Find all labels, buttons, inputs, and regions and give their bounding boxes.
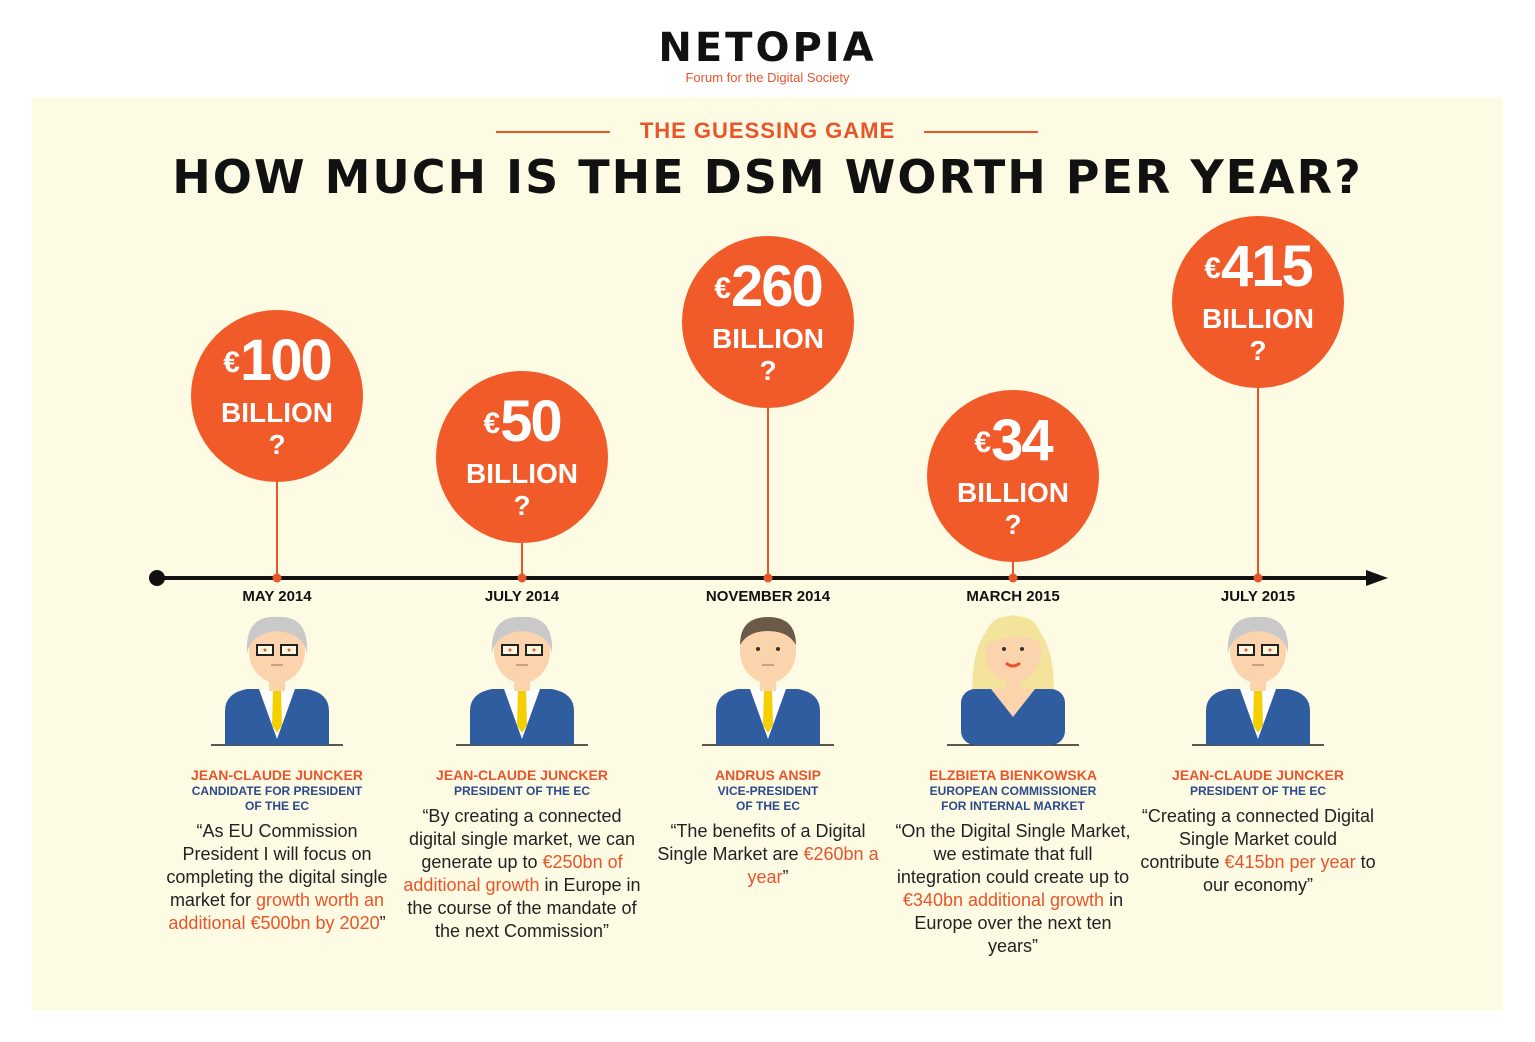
bubble-question: ? — [759, 355, 777, 386]
speaker-role-line1: EUROPEAN COMMISSIONER — [929, 784, 1097, 798]
man-brown-hair-icon — [702, 617, 834, 746]
timeline-arrow-icon — [1366, 570, 1388, 586]
currency-symbol: € — [483, 407, 500, 440]
quote-highlight: €250bn of additional growth — [403, 852, 623, 895]
woman-blonde-icon — [947, 615, 1079, 746]
bubble-unit: BILLION — [466, 458, 578, 489]
bubble-unit: BILLION — [957, 477, 1069, 508]
speaker-role-line2: FOR INTERNAL MARKET — [941, 799, 1085, 813]
speaker-block: JEAN-CLAUDE JUNCKER CANDIDATE FOR PRESID… — [157, 766, 397, 935]
value-bubble: €415 BILLION ? — [1172, 216, 1344, 388]
speaker-block: JEAN-CLAUDE JUNCKER PRESIDENT OF THE EC … — [1138, 766, 1378, 897]
quote-highlight: €340bn additional growth — [902, 890, 1105, 910]
timeline-dot — [763, 573, 773, 583]
speaker-role-line1: PRESIDENT OF THE EC — [1189, 784, 1326, 798]
speaker-block: ELZBIETA BIENKOWSKA EUROPEAN COMMISSIONE… — [893, 766, 1133, 958]
timeline-start-dot — [149, 570, 165, 586]
quote-highlight: €260bn a year — [747, 844, 879, 887]
speaker-role-line1: PRESIDENT OF THE EC — [453, 784, 590, 798]
speaker-quote: “By creating a connected digital single … — [402, 805, 642, 943]
kicker-wrap: THE GUESSING GAME — [0, 118, 1535, 144]
bubble-unit: BILLION — [221, 397, 333, 428]
currency-symbol: € — [1204, 252, 1221, 285]
timeline-dot — [272, 573, 282, 583]
kicker: THE GUESSING GAME — [639, 118, 896, 143]
speaker-role-line2: OF THE EC — [735, 799, 800, 813]
quote-tail: in Europe in the course of the mandate o… — [407, 875, 641, 941]
bubble-amount: €415 — [1172, 238, 1344, 298]
quote-tail: ” — [782, 867, 789, 887]
event-date: MARCH 2015 — [966, 588, 1060, 605]
quote-tail: ” — [379, 913, 386, 933]
bubble-amount: €50 — [436, 393, 608, 453]
speaker-block: ANDRUS ANSIP VICE-PRESIDENT OF THE EC “T… — [648, 766, 888, 889]
speaker-quote: “On the Digital Single Market, we estima… — [893, 820, 1133, 958]
amount-value: 415 — [1220, 234, 1314, 299]
amount-value: 100 — [239, 328, 333, 393]
bubble-amount: €260 — [682, 258, 854, 318]
quote-tail: to our economy” — [1202, 852, 1376, 895]
bubble-question: ? — [513, 490, 531, 521]
bubble-question: ? — [1249, 335, 1267, 366]
bubble-amount: €34 — [927, 412, 1099, 472]
speaker-block: JEAN-CLAUDE JUNCKER PRESIDENT OF THE EC … — [402, 766, 642, 943]
value-bubble: €100 BILLION ? — [191, 310, 363, 482]
currency-symbol: € — [223, 346, 240, 379]
bubble-question: ? — [268, 429, 286, 460]
quote-highlight: growth worth an additional €500bn by 202… — [168, 890, 385, 933]
speaker-role-line1: VICE-PRESIDENT — [717, 784, 819, 798]
amount-value: 260 — [730, 254, 824, 319]
speaker-quote: “Creating a connected Digital Single Mar… — [1138, 805, 1378, 897]
timeline-dot — [1253, 573, 1263, 583]
speaker-role-line1: CANDIDATE FOR PRESIDENT — [191, 784, 363, 798]
bubble-unit: BILLION — [712, 323, 824, 354]
quote-highlight: €415bn per year — [1224, 852, 1356, 872]
value-bubble: €260 BILLION ? — [682, 236, 854, 408]
speaker-role-line2: OF THE EC — [244, 799, 309, 813]
man-grey-glasses-icon — [1192, 616, 1324, 746]
quote-tail: in Europe over the next ten years” — [914, 890, 1124, 956]
event-date: NOVEMBER 2014 — [705, 588, 831, 605]
speaker-name: ELZBIETA BIENKOWSKA — [929, 767, 1097, 783]
kicker-rule-right — [924, 131, 1038, 133]
event-date: JULY 2014 — [484, 588, 560, 605]
man-grey-glasses-icon — [456, 616, 588, 746]
amount-value: 50 — [500, 389, 562, 454]
speaker-name: JEAN-CLAUDE JUNCKER — [436, 767, 608, 783]
quote-text: “By creating a connected digital single … — [408, 806, 636, 872]
amount-value: 34 — [991, 408, 1053, 473]
quote-text: “The benefits of a Digital Single Market… — [657, 821, 866, 864]
brand-name: NETOPIA — [658, 25, 877, 71]
event-date: JULY 2015 — [1220, 588, 1296, 605]
speaker-name: JEAN-CLAUDE JUNCKER — [191, 767, 363, 783]
brand-tagline: Forum for the Digital Society — [685, 70, 850, 85]
value-bubble: €34 BILLION ? — [927, 390, 1099, 562]
quote-text: “As EU Commission President I will focus… — [166, 821, 388, 910]
event-date: MAY 2014 — [242, 588, 312, 605]
kicker-rule-left — [496, 131, 610, 133]
timeline-dot — [517, 573, 527, 583]
value-bubble: €50 BILLION ? — [436, 371, 608, 543]
bubble-amount: €100 — [191, 332, 363, 392]
man-grey-glasses-icon — [211, 616, 343, 746]
speaker-name: ANDRUS ANSIP — [714, 767, 822, 783]
speaker-name: JEAN-CLAUDE JUNCKER — [1172, 767, 1344, 783]
currency-symbol: € — [974, 426, 991, 459]
quote-text: “Creating a connected Digital Single Mar… — [1140, 806, 1375, 872]
bubble-unit: BILLION — [1202, 303, 1314, 334]
brand-logo: NETOPIA Forum for the Digital Society — [0, 26, 1535, 85]
quote-text: “On the Digital Single Market, we estima… — [895, 821, 1131, 887]
currency-symbol: € — [714, 272, 731, 305]
speaker-quote: “As EU Commission President I will focus… — [157, 820, 397, 935]
timeline-dot — [1008, 573, 1018, 583]
headline: HOW MUCH IS THE DSM WORTH PER YEAR? — [172, 150, 1363, 204]
bubble-question: ? — [1004, 509, 1022, 540]
speaker-quote: “The benefits of a Digital Single Market… — [648, 820, 888, 889]
